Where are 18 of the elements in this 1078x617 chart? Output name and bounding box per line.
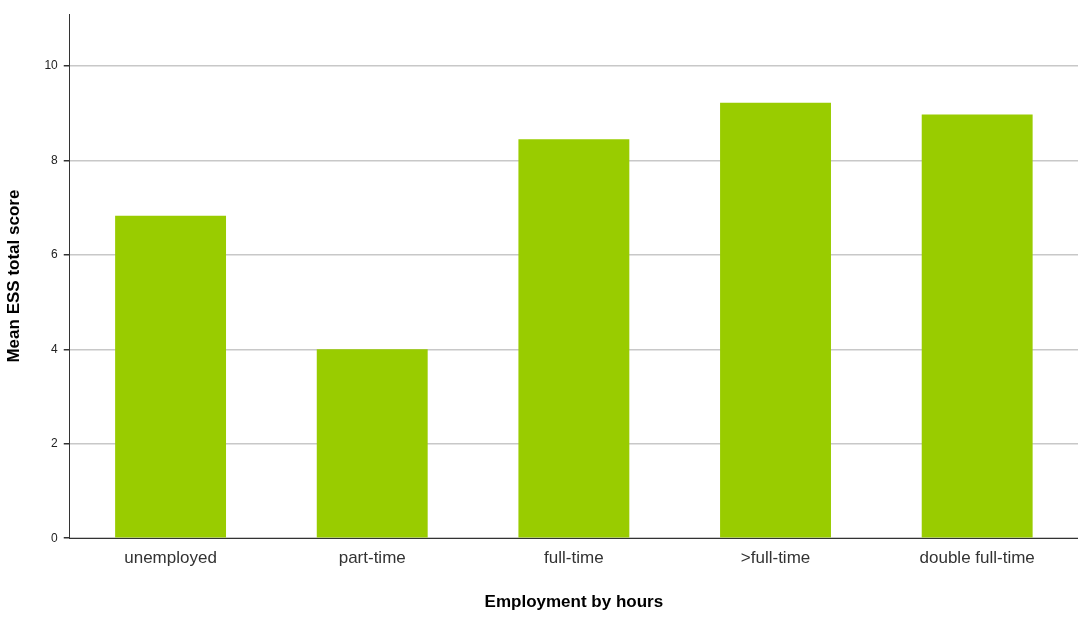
y-tick-label: 4	[51, 341, 59, 356]
x-tick-label: >full-time	[740, 548, 811, 568]
bar	[720, 102, 831, 538]
bar	[518, 139, 630, 538]
x-axis-title: Employment by hours	[484, 592, 664, 612]
y-tick-label: 6	[51, 247, 59, 262]
x-tick-label: double full-time	[919, 548, 1035, 568]
x-tick-label: part-time	[338, 548, 406, 568]
x-tick-label: unemployed	[124, 548, 217, 568]
y-axis-title: Mean ESS total score	[3, 189, 23, 363]
x-tick-label: full-time	[544, 548, 604, 568]
y-tick-label: 0	[51, 530, 59, 545]
bar	[316, 349, 428, 538]
bar	[921, 114, 1033, 538]
y-tick-label: 2	[51, 436, 59, 451]
y-tick-label: 10	[44, 58, 59, 73]
bar	[115, 215, 227, 538]
y-tick-label: 8	[51, 152, 59, 167]
